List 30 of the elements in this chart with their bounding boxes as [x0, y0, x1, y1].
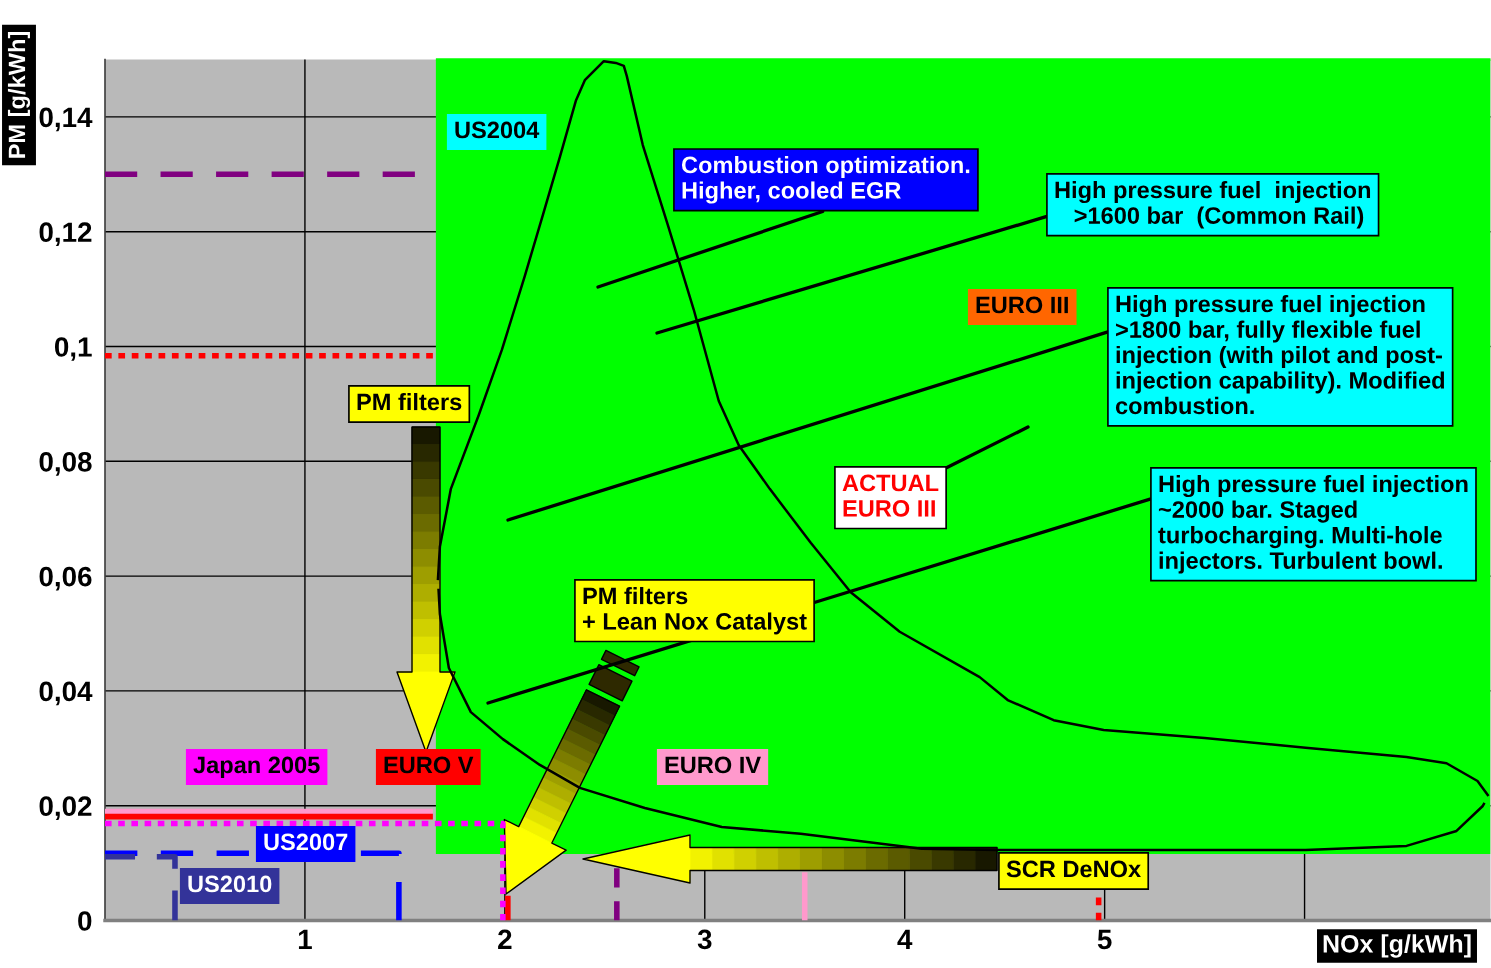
annotation: EURO IV: [665, 756, 761, 774]
annotation: High pressure fuel injection >1600 bar (Common Rail): [1055, 181, 1371, 229]
annotation: High pressure fuel injection >1800 bar, fully flexible fuel injection (with pilot and post- injection capability). Modified combustion.: [1115, 295, 1445, 415]
x-tick-label: 3: [697, 929, 712, 950]
annotation: Japan 2005: [193, 756, 320, 779]
annotation: High pressure fuel injection ~2000 bar. Staged turbocharging. Multi-hole injectors. Turbulent bowl.: [1158, 475, 1468, 574]
annotation: PM filters + Lean Nox Catalyst: [582, 587, 807, 635]
y-tick-label: 0,04: [39, 681, 93, 706]
annotation: US2010: [188, 875, 272, 893]
annotation: PM filters: [357, 393, 462, 411]
annotation: EURO III: [976, 296, 1068, 314]
x-tick-label: 1: [298, 929, 312, 949]
y-tick-label: 0,1: [54, 337, 92, 361]
x-tick-label: 5: [1097, 929, 1112, 950]
y-tick-label: 0,08: [39, 451, 92, 476]
x-tick-label: 4: [897, 929, 913, 949]
y-tick-label: 0,06: [39, 566, 92, 591]
annotation: US2004: [455, 121, 540, 139]
y-tick-label: 0,14: [39, 107, 93, 132]
annotation: Combustion optimization. Higher, cooled EGR: [681, 156, 970, 204]
annotation: ACTUAL EURO III: [842, 474, 939, 517]
y-tick-label: 0: [78, 911, 92, 931]
y-tick-label: 0,02: [39, 796, 92, 821]
annotation: SCR DeNOx: [1006, 860, 1141, 878]
y-tick-label: 0,12: [39, 222, 92, 247]
annotation: US2007: [264, 833, 348, 851]
x-tick-label: 2: [498, 929, 512, 949]
annotation: EURO V: [384, 756, 474, 774]
y-axis-title: PM [g/kWh]: [7, 32, 31, 158]
x-axis-title: NOx [g/kWh]: [1323, 934, 1471, 958]
